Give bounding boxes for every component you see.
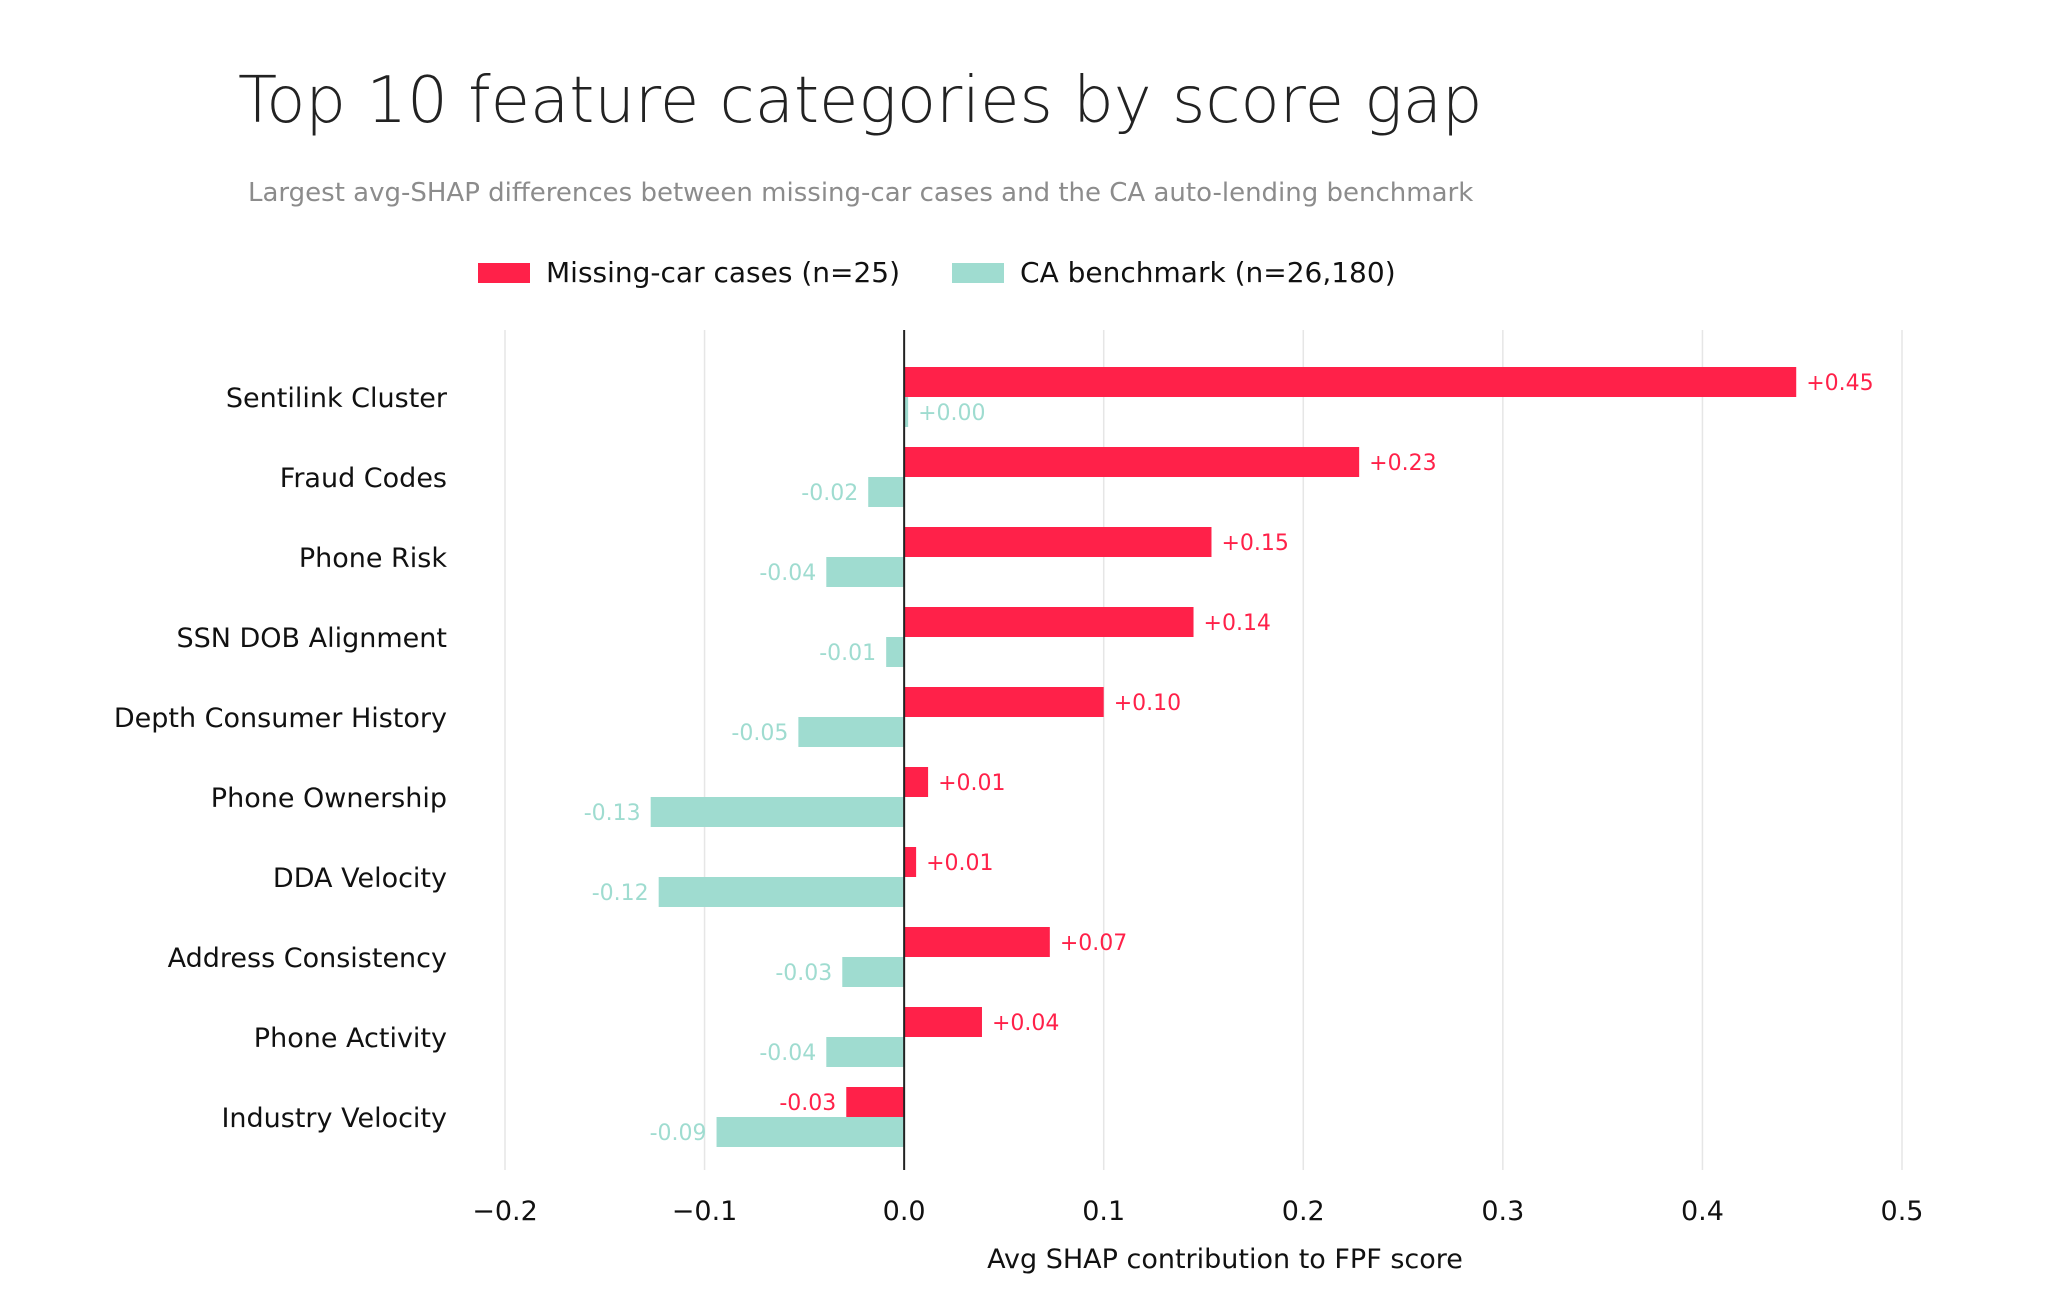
- bar-ca-benchmark: [826, 557, 905, 587]
- legend: Missing-car cases (n=25) CA benchmark (n…: [478, 256, 1448, 289]
- x-axis-label: Avg SHAP contribution to FPF score: [987, 1244, 1463, 1275]
- bar-missing-car: [904, 607, 1194, 637]
- data-label-missing-car: +0.23: [1369, 451, 1436, 476]
- category-label: DDA Velocity: [273, 863, 447, 894]
- category-label: Sentilink Cluster: [226, 383, 448, 414]
- bar-ca-benchmark: [904, 397, 909, 427]
- x-tick-label: 0.4: [1681, 1196, 1724, 1227]
- category-label: Address Consistency: [168, 943, 447, 974]
- bar-ca-benchmark: [716, 1117, 905, 1147]
- data-label-ca-benchmark: +0.00: [918, 401, 985, 426]
- bar-missing-car: [904, 687, 1104, 717]
- data-label-missing-car: +0.15: [1221, 531, 1288, 556]
- bar-missing-car: [904, 447, 1360, 477]
- category-label: Depth Consumer History: [114, 703, 447, 734]
- bar-missing-car: [904, 927, 1050, 957]
- chart-title: Top 10 feature categories by score gap: [238, 64, 1483, 138]
- category-label: SSN DOB Alignment: [176, 623, 447, 654]
- bar-missing-car: [904, 1007, 982, 1037]
- x-tick-label: 0.3: [1481, 1196, 1524, 1227]
- data-label-missing-car: +0.01: [938, 771, 1005, 796]
- bar-ca-benchmark: [658, 877, 905, 907]
- data-label-missing-car: -0.03: [779, 1091, 836, 1116]
- chart-subtitle: Largest avg-SHAP differences between mis…: [248, 178, 1474, 208]
- data-label-missing-car: +0.04: [992, 1011, 1059, 1036]
- x-tick-label: −0.1: [672, 1196, 738, 1227]
- data-label-ca-benchmark: -0.04: [759, 561, 816, 586]
- category-label: Phone Ownership: [211, 783, 447, 814]
- bar-missing-car: [846, 1087, 905, 1117]
- data-label-ca-benchmark: -0.01: [819, 641, 876, 666]
- bar-ca-benchmark: [842, 957, 905, 987]
- bar-missing-car: [904, 847, 917, 877]
- x-tick-label: −0.2: [472, 1196, 538, 1227]
- data-label-missing-car: +0.07: [1060, 931, 1127, 956]
- bar-ca-benchmark: [886, 637, 905, 667]
- data-label-ca-benchmark: -0.09: [650, 1121, 707, 1146]
- legend-item-ca-benchmark: CA benchmark (n=26,180): [952, 256, 1396, 289]
- data-label-ca-benchmark: -0.03: [775, 961, 832, 986]
- data-label-missing-car: +0.10: [1114, 691, 1181, 716]
- legend-item-missing-car: Missing-car cases (n=25): [478, 256, 900, 289]
- legend-swatch-ca-benchmark: [952, 262, 1005, 283]
- bar-ca-benchmark: [798, 717, 905, 747]
- legend-label-ca-benchmark: CA benchmark (n=26,180): [1020, 256, 1396, 289]
- category-label: Industry Velocity: [221, 1103, 447, 1134]
- data-label-ca-benchmark: -0.05: [731, 721, 788, 746]
- data-label-missing-car: +0.45: [1806, 371, 1873, 396]
- bar-missing-car: [904, 767, 929, 797]
- bar-ca-benchmark: [826, 1037, 905, 1067]
- data-label-ca-benchmark: -0.02: [801, 481, 858, 506]
- category-label: Phone Activity: [254, 1023, 447, 1054]
- legend-swatch-missing-car: [478, 262, 530, 283]
- bar-missing-car: [904, 367, 1797, 397]
- category-label: Phone Risk: [299, 543, 448, 574]
- bar-missing-car: [904, 527, 1212, 557]
- legend-label-missing-car: Missing-car cases (n=25): [546, 256, 901, 289]
- category-label: Fraud Codes: [280, 463, 447, 494]
- bar-ca-benchmark: [650, 797, 905, 827]
- x-tick-label: 0.2: [1282, 1196, 1325, 1227]
- x-tick-label: 0.1: [1082, 1196, 1125, 1227]
- data-label-ca-benchmark: -0.13: [584, 801, 641, 826]
- bar-ca-benchmark: [868, 477, 905, 507]
- data-label-ca-benchmark: -0.12: [592, 881, 649, 906]
- data-label-ca-benchmark: -0.04: [759, 1041, 816, 1066]
- x-tick-label: 0.5: [1881, 1196, 1924, 1227]
- data-label-missing-car: +0.01: [926, 851, 993, 876]
- x-tick-label: 0.0: [883, 1196, 926, 1227]
- data-label-missing-car: +0.14: [1204, 611, 1271, 636]
